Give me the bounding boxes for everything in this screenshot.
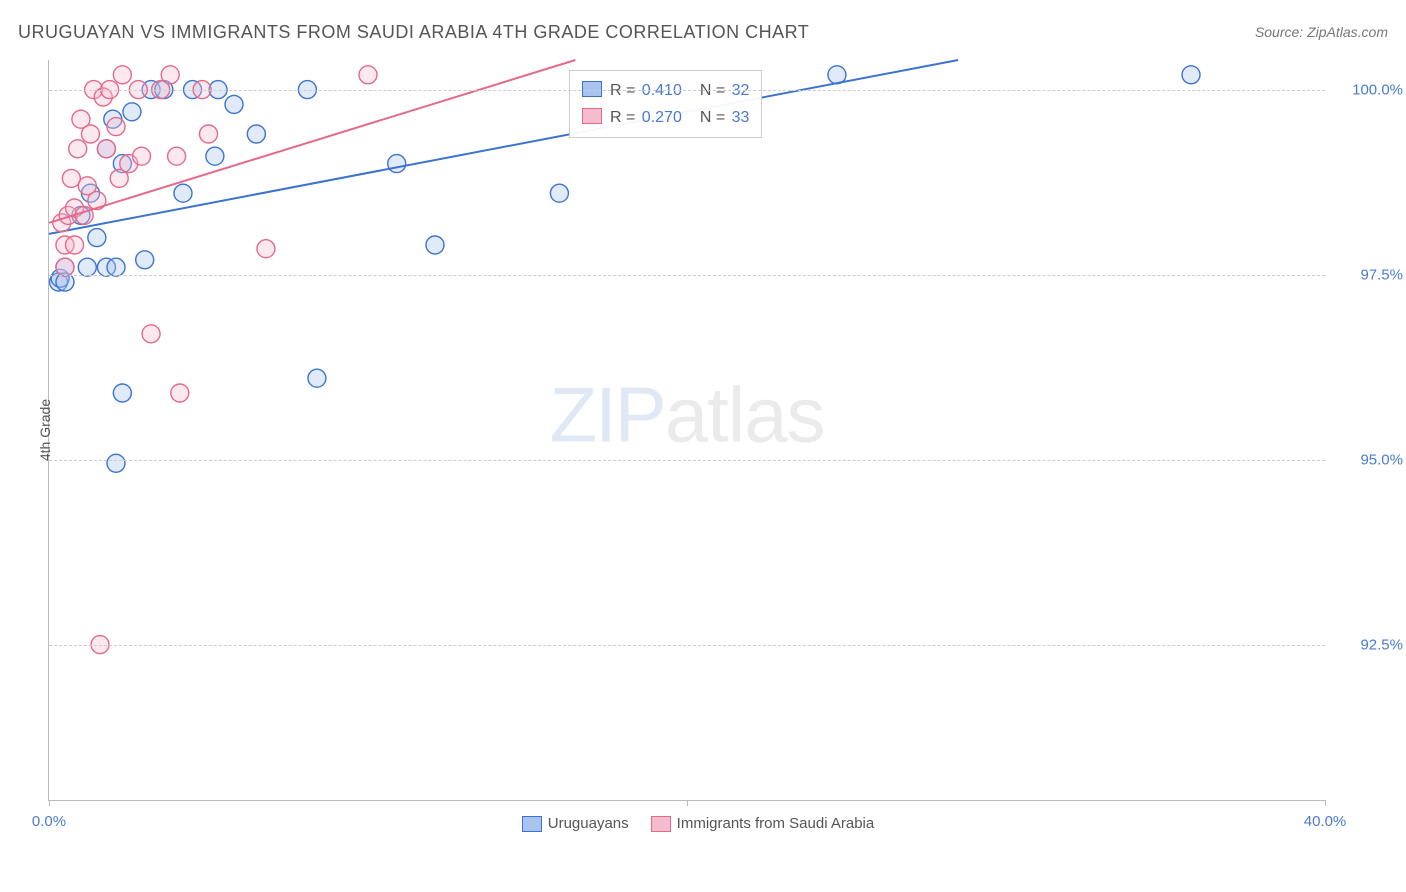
- scatter-point: [308, 369, 326, 387]
- stats-swatch: [582, 108, 602, 124]
- legend-label: Uruguayans: [548, 815, 629, 832]
- legend-label: Immigrants from Saudi Arabia: [677, 815, 875, 832]
- plot-area: 4th Grade ZIPatlas R = 0.410N = 32R = 0.…: [48, 60, 1325, 801]
- x-tick-mark: [687, 800, 688, 806]
- scatter-point: [62, 169, 80, 187]
- y-tick-label: 100.0%: [1352, 81, 1403, 98]
- scatter-point: [388, 155, 406, 173]
- y-tick-label: 95.0%: [1360, 451, 1403, 468]
- scatter-point: [136, 251, 154, 269]
- stats-n-value: 33: [732, 109, 750, 126]
- x-tick-label: 40.0%: [1304, 813, 1347, 830]
- gridline: [49, 460, 1325, 461]
- stats-n-label: N =: [700, 109, 725, 126]
- gridline: [49, 275, 1325, 276]
- scatter-point: [123, 103, 141, 121]
- x-tick-label: 0.0%: [32, 813, 66, 830]
- stats-row: R = 0.270 N = 33: [582, 104, 749, 131]
- scatter-point: [107, 454, 125, 472]
- gridline: [49, 90, 1325, 91]
- stats-r-label: R =: [610, 109, 635, 126]
- scatter-point: [257, 240, 275, 258]
- stats-row: R = 0.410N = 32: [582, 77, 749, 104]
- stats-r-value: 0.270: [642, 109, 682, 126]
- scatter-point: [56, 258, 74, 276]
- scatter-point: [69, 140, 87, 158]
- scatter-point: [247, 125, 265, 143]
- chart-title: URUGUAYAN VS IMMIGRANTS FROM SAUDI ARABI…: [18, 22, 809, 42]
- gridline: [49, 645, 1325, 646]
- stats-box: R = 0.410N = 32 R = 0.270 N = 33: [569, 70, 762, 138]
- scatter-point: [200, 125, 218, 143]
- scatter-point: [107, 258, 125, 276]
- x-tick-mark: [1325, 800, 1326, 806]
- scatter-point: [107, 118, 125, 136]
- legend-bottom: Uruguayans Immigrants from Saudi Arabia: [49, 815, 1325, 832]
- scatter-point: [113, 384, 131, 402]
- scatter-point: [426, 236, 444, 254]
- scatter-point: [550, 184, 568, 202]
- scatter-point: [133, 147, 151, 165]
- scatter-point: [174, 184, 192, 202]
- y-tick-label: 92.5%: [1360, 636, 1403, 653]
- scatter-point: [168, 147, 186, 165]
- scatter-point: [142, 325, 160, 343]
- source-label: Source: ZipAtlas.com: [1255, 24, 1388, 40]
- scatter-point: [225, 95, 243, 113]
- scatter-point: [88, 229, 106, 247]
- scatter-point: [66, 236, 84, 254]
- scatter-point: [78, 258, 96, 276]
- chart-svg: [49, 60, 1325, 800]
- scatter-point: [206, 147, 224, 165]
- y-tick-label: 97.5%: [1360, 266, 1403, 283]
- scatter-point: [97, 140, 115, 158]
- scatter-point: [113, 66, 131, 84]
- legend-swatch: [522, 816, 542, 832]
- scatter-point: [81, 125, 99, 143]
- legend-swatch: [651, 816, 671, 832]
- x-tick-mark: [49, 800, 50, 806]
- scatter-point: [161, 66, 179, 84]
- scatter-point: [359, 66, 377, 84]
- scatter-point: [1182, 66, 1200, 84]
- scatter-point: [171, 384, 189, 402]
